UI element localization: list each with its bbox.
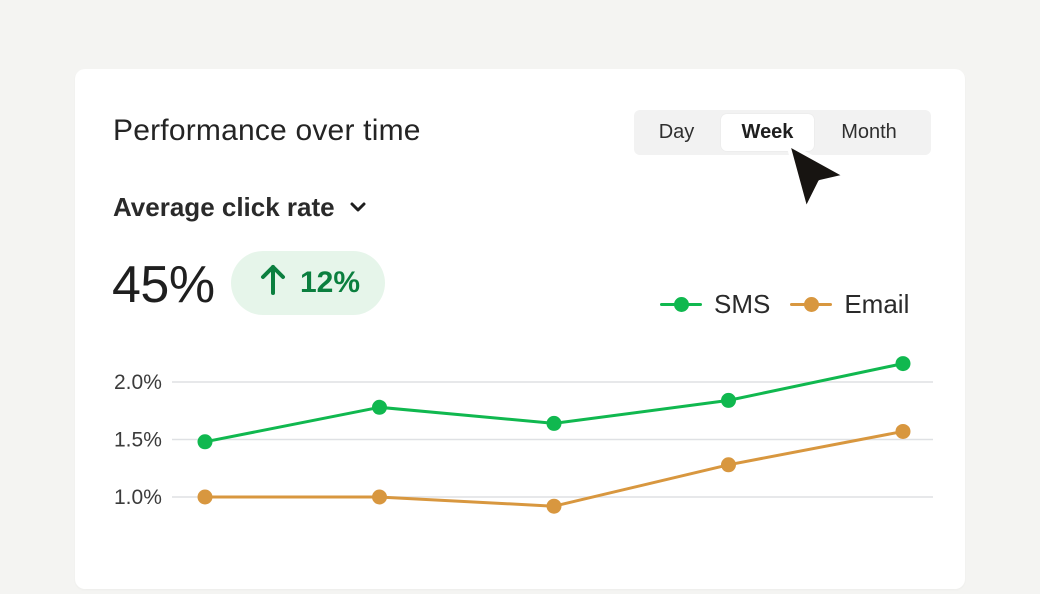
email-data-point [721,457,736,473]
metric-dropdown[interactable]: Average click rate [113,191,369,223]
legend-item-email: Email [790,289,909,320]
email-data-point [895,423,911,439]
y-tick-label: 1.0% [114,486,162,509]
metric-value: 45% [112,256,215,314]
performance-line-chart: 2.0% 1.5% 1.0% [114,356,933,514]
legend-item-sms: SMS [660,289,770,320]
email-data-point [372,489,387,505]
sms-data-point [197,434,213,450]
metric-delta-text: 12% [299,266,361,299]
email-series-line [203,429,905,508]
metric-label: Average click rate [113,191,335,222]
sms-data-point [546,415,562,431]
email-data-point [197,489,213,505]
range-month-button[interactable]: Month [841,121,897,143]
range-day-button[interactable]: Day [658,121,695,143]
sms-data-point [895,356,911,372]
chart-legend: SMS Email [660,289,909,319]
line-chart-area: 2.0% 1.5% 1.0% [75,350,965,589]
arrow-up-icon [256,262,290,304]
sms-data-point [372,399,387,415]
metric-delta-badge: 12% [231,251,385,315]
email-data-point [546,498,562,514]
range-week-button[interactable]: Week [721,114,814,151]
y-tick-label: 2.0% [114,371,162,394]
sms-legend-swatch [660,296,702,312]
email-legend-label: Email [844,288,910,319]
page-title: Performance over time [113,114,421,147]
sms-legend-label: SMS [714,288,771,319]
sms-data-point [721,392,736,408]
performance-card: Performance over time Day Week Month Ave… [75,69,965,589]
email-legend-swatch [790,296,833,312]
time-range-segmented-control: Day Week Month [634,110,931,155]
y-tick-label: 1.5% [114,429,162,452]
chevron-down-icon [347,196,369,218]
